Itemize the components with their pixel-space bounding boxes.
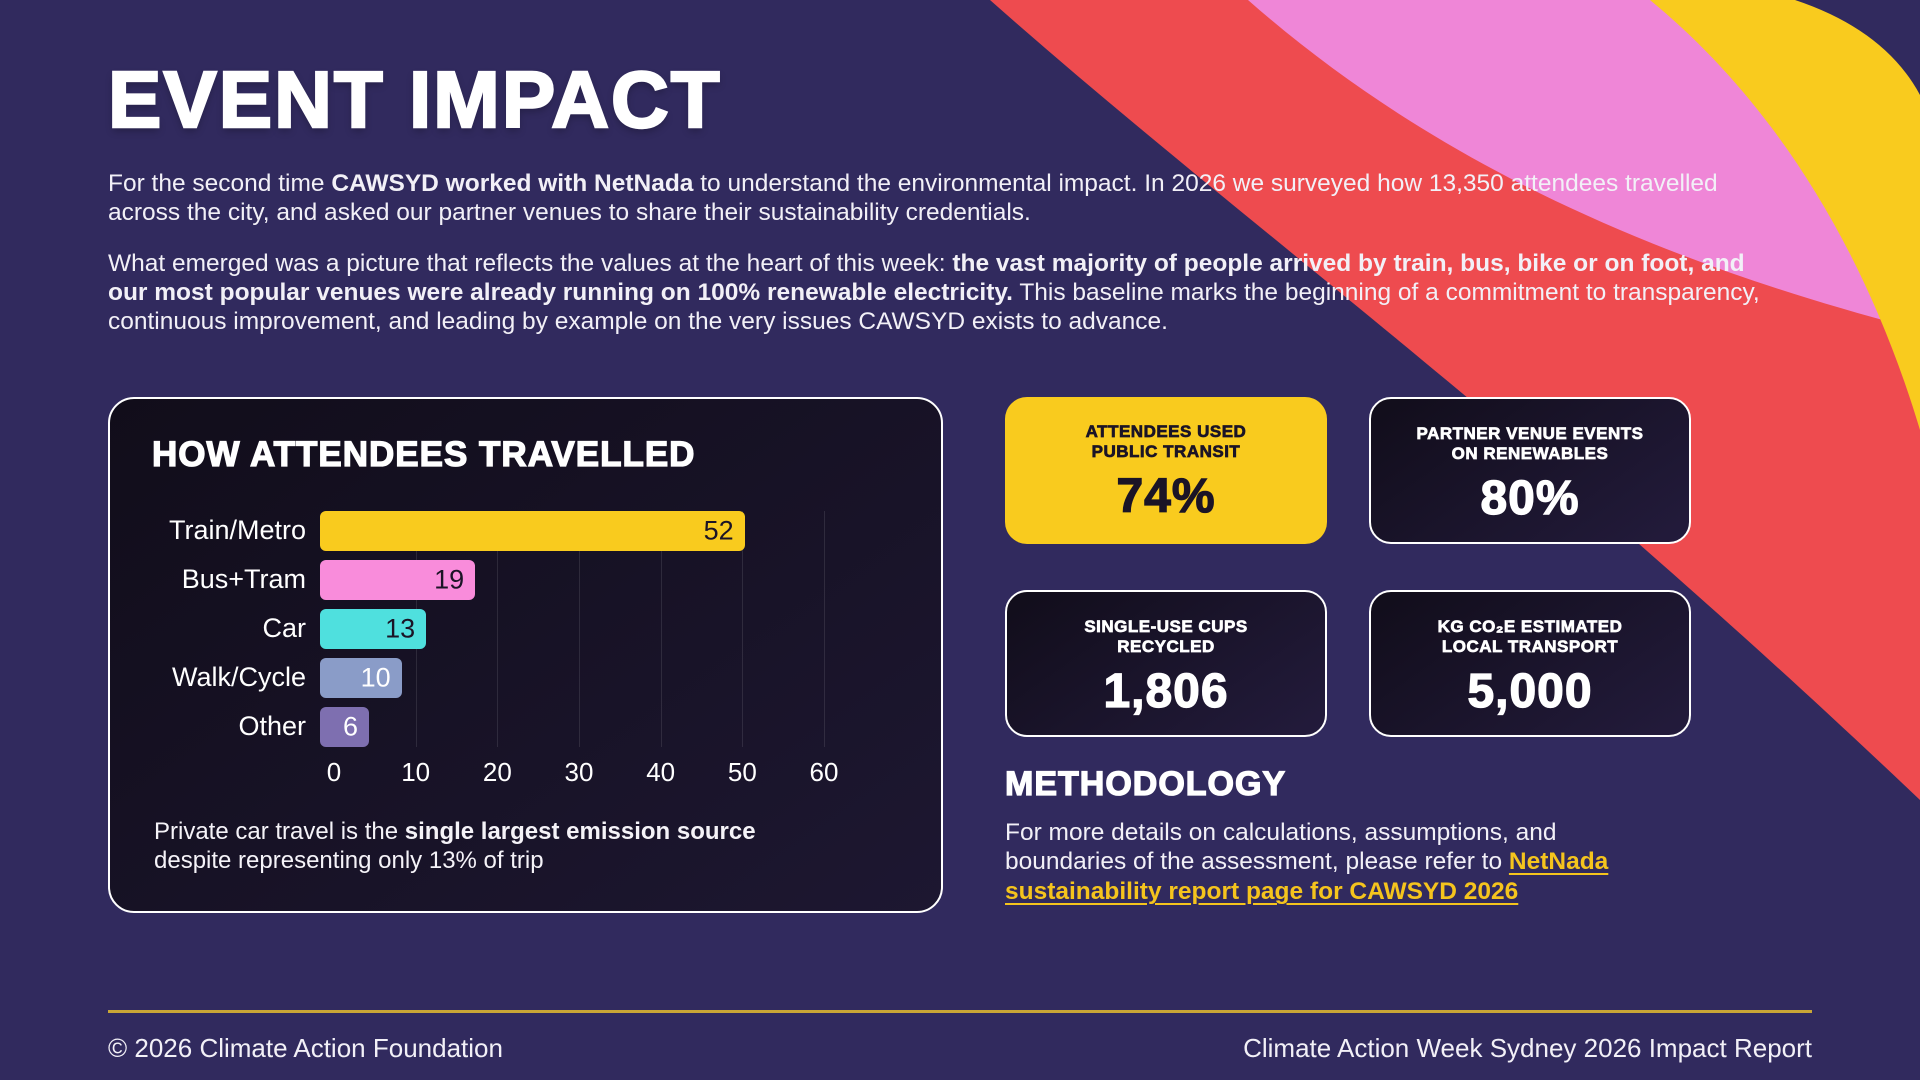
x-axis-tick-label: 10 <box>401 756 431 787</box>
stat-card-public-transit: ATTENDEES USED PUBLIC TRANSIT 74% <box>1005 396 1327 544</box>
stat-card-label-line1: PARTNER VENUE EVENTS <box>1416 423 1644 443</box>
stat-card-label: ATTENDEES USED PUBLIC TRANSIT <box>1005 397 1327 463</box>
x-axis-tick-label: 60 <box>809 756 839 787</box>
stat-cards-grid: ATTENDEES USED PUBLIC TRANSIT 74% PARTNE… <box>1005 396 1695 737</box>
chart-row: Other 6 <box>144 706 907 747</box>
text-segment: What emerged was a picture that reflects… <box>108 249 953 277</box>
stat-card-co2-transport: KG CO₂E ESTIMATED LOCAL TRANSPORT 5,000 <box>1369 589 1691 737</box>
bar: 10 <box>320 657 402 698</box>
bar-category-label: Other <box>238 711 306 742</box>
gridline <box>660 510 662 747</box>
stat-card-value: 74% <box>1116 470 1216 524</box>
gridline <box>579 510 580 747</box>
stat-card-label: SINGLE-USE CUPS RECYCLED <box>1007 592 1325 658</box>
page-title: EVENT IMPACT <box>107 55 722 144</box>
text-segment: Private car travel is the <box>154 817 405 845</box>
bar: 19 <box>320 559 476 600</box>
stat-card-value: 5,000 <box>1467 665 1593 719</box>
footer-copyright: © 2026 Climate Action Foundation <box>108 1033 503 1063</box>
intro-paragraph-2: What emerged was a picture that reflects… <box>108 250 1773 337</box>
x-axis-tick-label: 30 <box>564 756 594 787</box>
methodology-paragraph: For more details on calculations, assump… <box>1005 818 1620 908</box>
chart-title: HOW ATTENDEES TRAVELLED <box>151 434 696 474</box>
x-axis-tick-label: 0 <box>326 756 342 787</box>
content-columns: HOW ATTENDEES TRAVELLED Train/Metro 52 Bus… <box>108 396 1812 913</box>
bar-category-label: Car <box>262 613 306 644</box>
stat-card-label-line1: ATTENDEES USED <box>1085 421 1247 441</box>
bar: 6 <box>320 706 369 747</box>
stat-card-renewables: PARTNER VENUE EVENTS ON RENEWABLES 80% <box>1369 396 1691 544</box>
methodology-heading: METHODOLOGY <box>1004 764 1287 803</box>
text-bold-segment: single largest emission source <box>404 817 756 845</box>
stat-card-label-line2: RECYCLED <box>1117 636 1215 657</box>
chart-row: Bus+Tram 19 <box>144 559 907 600</box>
chart-row: Train/Metro 52 <box>144 510 907 551</box>
chart-row: Car 13 <box>144 608 907 649</box>
x-axis-tick-label: 50 <box>727 756 757 787</box>
footer-report-name: Climate Action Week Sydney 2026 Impact R… <box>1243 1033 1812 1063</box>
bar-track: 6 <box>320 706 810 747</box>
gridline <box>742 510 744 747</box>
text-bold-segment: CAWSYD worked with NetNada <box>331 170 694 197</box>
bar-category-label: Walk/Cycle <box>171 662 306 693</box>
bar-value-label: 13 <box>385 613 416 644</box>
gridline <box>824 510 825 747</box>
stat-card-label-line1: SINGLE-USE CUPS <box>1084 616 1248 636</box>
chart-row: Walk/Cycle 10 <box>144 657 907 698</box>
x-axis-tick-label: 40 <box>646 756 676 787</box>
stat-card-cups-recycled: SINGLE-USE CUPS RECYCLED 1,806 <box>1005 589 1327 737</box>
text-segment: For the second time <box>108 170 332 197</box>
text-segment: despite representing only 13% of trip <box>154 846 544 874</box>
x-axis-tick-label: 20 <box>482 756 512 787</box>
stat-card-label-line1: KG CO₂E ESTIMATED <box>1437 616 1623 636</box>
bar-plot: Train/Metro 52 Bus+Tram 19 Car 13 Walk/Cycle 10… <box>144 510 907 747</box>
bar-track: 10 <box>320 657 810 698</box>
stats-column: ATTENDEES USED PUBLIC TRANSIT 74% PARTNE… <box>1004 396 1695 913</box>
bar: 52 <box>320 510 745 551</box>
bar-value-label: 6 <box>342 711 358 742</box>
methodology-link[interactable]: NetNada sustainability report page for C… <box>1005 848 1609 906</box>
gridline <box>497 510 499 747</box>
bar-track: 52 <box>320 510 810 551</box>
stat-card-value: 80% <box>1480 472 1580 526</box>
stat-card-value: 1,806 <box>1103 665 1229 719</box>
bar-track: 13 <box>320 608 810 649</box>
footer: © 2026 Climate Action Foundation Climate… <box>108 1010 1812 1064</box>
bar-category-label: Train/Metro <box>168 515 306 546</box>
bar-value-label: 52 <box>703 515 734 546</box>
stat-card-label-line2: ON RENEWABLES <box>1451 443 1609 464</box>
x-axis-ticks: 0 10 20 30 40 50 60 <box>327 756 839 791</box>
text-segment: For more details on calculations, assump… <box>1005 818 1557 876</box>
bar-category-label: Bus+Tram <box>181 564 306 595</box>
bar-chart: Train/Metro 52 Bus+Tram 19 Car 13 Walk/Cycle 10… <box>144 510 907 747</box>
stat-card-label: KG CO₂E ESTIMATED LOCAL TRANSPORT <box>1371 592 1689 658</box>
chart-caption: Private car travel is the single largest… <box>154 817 824 876</box>
bar-value-label: 10 <box>360 662 391 693</box>
intro-paragraph-1: For the second time CAWSYD worked with N… <box>108 170 1773 228</box>
bar: 13 <box>320 608 427 649</box>
stat-card-label-line2: PUBLIC TRANSIT <box>1091 441 1241 462</box>
bar-track: 19 <box>320 559 810 600</box>
stat-card-label: PARTNER VENUE EVENTS ON RENEWABLES <box>1371 399 1689 465</box>
stat-card-label-line2: LOCAL TRANSPORT <box>1441 636 1619 657</box>
travel-chart-panel: HOW ATTENDEES TRAVELLED Train/Metro 52 Bus… <box>108 396 943 913</box>
bar-value-label: 19 <box>434 564 465 595</box>
